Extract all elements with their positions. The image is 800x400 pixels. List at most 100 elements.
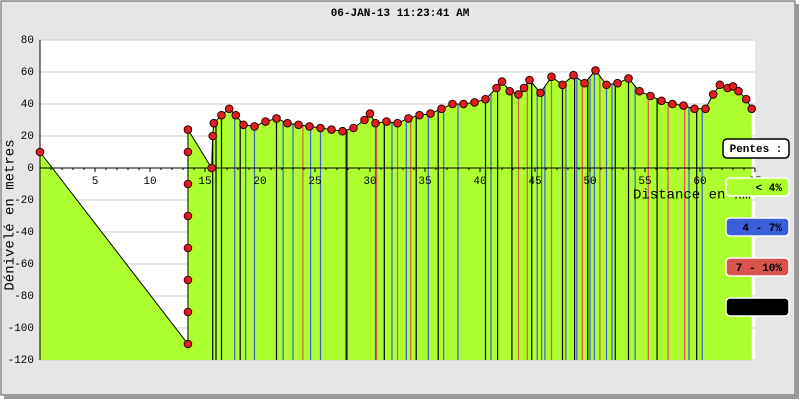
legend-label: < 4% <box>756 183 783 195</box>
point <box>316 123 325 133</box>
frame-shadow <box>4 395 799 399</box>
point <box>497 77 507 86</box>
legend-title: Pentes : <box>730 144 783 156</box>
point <box>602 80 611 90</box>
point <box>371 118 380 128</box>
x-tick-label: 10 <box>143 176 156 188</box>
point <box>481 94 490 104</box>
y-tick-label: -80 <box>14 291 34 303</box>
point <box>382 117 391 126</box>
legend-label: 4 - 7% <box>742 223 782 235</box>
point <box>547 72 556 82</box>
x-tick-label: 45 <box>528 176 541 188</box>
x-tick-label: 40 <box>473 176 486 188</box>
point <box>734 86 743 96</box>
y-tick-label: -100 <box>8 323 34 335</box>
point <box>701 104 710 114</box>
point <box>35 147 45 157</box>
point <box>690 104 699 114</box>
point <box>514 90 523 99</box>
plot: -120 -100 -80 -60 -40 -20 0 20 40 60 80 5 10 15 20 25 30… <box>8 35 762 367</box>
point <box>250 122 259 131</box>
point <box>209 118 219 128</box>
point <box>558 80 567 90</box>
x-tick-label: 35 <box>418 176 431 188</box>
point <box>426 109 435 118</box>
point <box>657 96 666 106</box>
point <box>580 78 589 88</box>
legend-swatch <box>725 177 790 197</box>
area-fill <box>40 70 752 361</box>
point <box>591 66 600 75</box>
point <box>217 110 226 120</box>
point <box>224 104 234 114</box>
x-tick-label: 50 <box>583 176 596 188</box>
point <box>569 70 578 80</box>
y-tick-label: -20 <box>14 195 34 207</box>
point <box>747 104 757 114</box>
point <box>728 82 738 91</box>
legend-label: > 10% <box>749 303 782 315</box>
y-tick-label: 60 <box>21 67 34 79</box>
point <box>327 125 336 134</box>
point <box>208 131 217 141</box>
y-axis-label: Dénivelé en metres <box>3 139 19 290</box>
y-tick-label: -60 <box>14 259 34 271</box>
point <box>365 109 375 118</box>
x-tick-label: 55 <box>638 176 651 188</box>
x-axis-label: Distance en km <box>633 188 751 204</box>
y-tick-label: -120 <box>8 355 34 367</box>
legend-title-box <box>722 138 790 159</box>
point <box>668 99 677 109</box>
point <box>231 110 241 120</box>
point <box>283 118 292 128</box>
point <box>183 211 193 221</box>
x-tick-label: 5 <box>92 176 99 188</box>
point <box>525 75 534 85</box>
point <box>183 243 193 253</box>
point <box>613 78 622 88</box>
point <box>679 101 688 110</box>
x-tick-label: 25 <box>308 176 321 188</box>
point <box>239 120 248 130</box>
point <box>183 307 193 317</box>
point <box>183 275 193 285</box>
point <box>646 91 655 101</box>
point <box>741 94 751 104</box>
point <box>360 115 369 125</box>
point <box>492 83 501 93</box>
y-tick-label: 40 <box>21 99 34 111</box>
point <box>294 120 303 130</box>
point <box>459 99 468 109</box>
legend-swatch <box>725 297 790 317</box>
point <box>183 147 193 157</box>
point <box>349 123 358 133</box>
point <box>448 99 457 109</box>
point <box>272 114 281 123</box>
point <box>505 86 515 96</box>
point <box>183 179 193 189</box>
y-tick-label: 20 <box>21 131 34 143</box>
point <box>207 163 216 173</box>
point <box>338 126 347 136</box>
point <box>635 86 644 96</box>
point <box>183 125 193 134</box>
x-tick-label: 15 <box>198 176 211 188</box>
point <box>624 74 633 83</box>
frame-shadow <box>795 4 799 398</box>
point <box>470 98 479 107</box>
point <box>261 117 270 126</box>
point <box>437 104 446 114</box>
point <box>708 90 718 99</box>
legend: Pentes : < 4% 4 - 7% 7 - 10% > 10% <box>722 138 790 317</box>
x-tick-label: 20 <box>253 176 266 188</box>
point <box>305 122 314 131</box>
point <box>393 118 402 128</box>
y-tick-label: -40 <box>14 227 34 239</box>
point <box>404 114 413 123</box>
x-tick-label: 30 <box>363 176 376 188</box>
chart-title: 06-JAN-13 11:23:41 AM <box>331 8 470 20</box>
legend-swatch <box>725 257 790 277</box>
